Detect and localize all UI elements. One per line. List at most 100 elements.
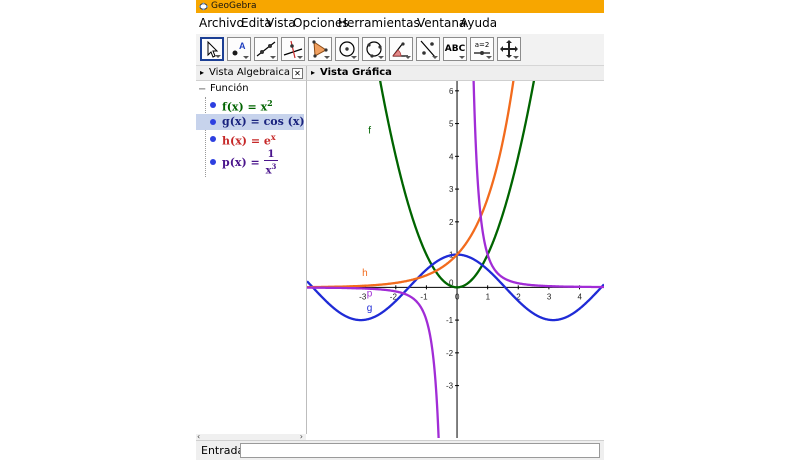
menu-ayuda[interactable]: Ayuda: [460, 16, 498, 30]
line-icon: [256, 41, 276, 57]
svg-text:A: A: [239, 41, 246, 51]
x-tick-label: 1: [486, 292, 491, 301]
text-tool-label: ABC: [444, 44, 466, 54]
algebra-horizontal-scrollbar[interactable]: ‹ ›: [196, 432, 306, 442]
x-tick-label: 2: [516, 292, 521, 301]
x-tick-label: -1: [420, 292, 428, 301]
angle-tool-button[interactable]: [389, 37, 413, 61]
circle-center-icon: [339, 41, 355, 57]
function-rhs: x: [260, 100, 268, 114]
reflect-icon: [420, 40, 436, 58]
algebra-view-title: Vista Algebraica: [209, 67, 290, 78]
menu-herramientas[interactable]: Herramientas: [338, 16, 420, 30]
circle-three-points-icon: [366, 41, 382, 58]
tree-line: [205, 97, 206, 177]
y-tick-label: 2: [449, 218, 454, 227]
series-label-h: h: [362, 268, 368, 279]
visibility-dot-icon[interactable]: [210, 159, 216, 165]
circle-three-points-tool-button[interactable]: [362, 37, 386, 61]
x-tick-label: -2: [390, 292, 398, 301]
menu-opciones[interactable]: Opciones: [293, 16, 349, 30]
arrow-cursor-icon: [207, 40, 219, 58]
algebra-view: − Función f(x) = x2 g(x) = cos (x) h(x) …: [196, 81, 307, 434]
y-tick-label: -2: [446, 349, 454, 358]
point-tool-button[interactable]: A: [227, 37, 251, 61]
visibility-dot-icon[interactable]: [210, 119, 216, 125]
list-item[interactable]: f(x) = x2: [196, 97, 304, 114]
function-name: f(x): [222, 100, 244, 114]
graphics-view-header: ▸ Vista Gráfica: [307, 66, 604, 81]
line-tool-button[interactable]: [254, 37, 278, 61]
point-icon: A: [232, 41, 246, 56]
polygon-tool-button[interactable]: [308, 37, 332, 61]
equals-sign: =: [250, 115, 260, 128]
function-rhs: cos (x): [263, 115, 305, 128]
input-bar: Entrada:: [196, 440, 604, 460]
function-name: g(x): [222, 115, 247, 128]
curve-labels: f hpg: [362, 125, 373, 314]
equals-sign: =: [247, 100, 257, 114]
collapse-arrow-icon[interactable]: ▸: [311, 68, 316, 77]
move-tool-button[interactable]: [200, 37, 224, 61]
list-item[interactable]: h(x) = ex: [196, 131, 304, 148]
list-item[interactable]: p(x) = 1 x3: [196, 149, 304, 177]
curve-p: [306, 33, 604, 460]
slider-icon: [474, 51, 490, 55]
slider-tool-button[interactable]: a=2: [470, 37, 494, 61]
polygon-icon: [312, 40, 328, 58]
fraction-numerator: 1: [264, 149, 278, 161]
move-view-tool-button[interactable]: [497, 37, 521, 61]
input-field[interactable]: [240, 443, 600, 458]
graphics-view-title: Vista Gráfica: [320, 67, 392, 78]
x-tick-label: 3: [547, 292, 552, 301]
window-title: GeoGebra: [211, 1, 257, 11]
geogebra-logo-icon: [199, 2, 208, 11]
slider-tool-label: a=2: [474, 41, 490, 49]
menu-vista[interactable]: Vista: [266, 16, 296, 30]
text-tool-button[interactable]: ABC: [443, 37, 467, 61]
input-label: Entrada:: [201, 444, 248, 457]
menu-bar: Archivo Edita Vista Opciones Herramienta…: [196, 13, 604, 33]
move-arrows-icon: [500, 40, 518, 58]
function-rhs: e: [263, 134, 271, 148]
circle-center-tool-button[interactable]: [335, 37, 359, 61]
visibility-dot-icon[interactable]: [210, 136, 216, 142]
menu-ventana[interactable]: Ventana: [417, 16, 467, 30]
y-tick-label: -3: [446, 382, 454, 391]
function-name: h(x): [222, 134, 247, 148]
fraction-denominator: x: [265, 165, 272, 177]
series-label-f: f: [368, 125, 371, 136]
angle-icon: [392, 42, 408, 57]
list-item-selected[interactable]: g(x) = cos (x): [196, 114, 305, 130]
group-collapse-icon[interactable]: −: [198, 84, 207, 95]
y-tick-label: -1: [446, 316, 454, 325]
curves: [306, 16, 604, 460]
y-tick-label: 4: [449, 152, 454, 161]
equals-sign: =: [250, 134, 261, 148]
close-icon[interactable]: ✕: [292, 68, 303, 79]
x-tick-label: 0: [455, 292, 460, 301]
menu-archivo[interactable]: Archivo: [199, 16, 244, 30]
perpendicular-line-icon: [283, 40, 303, 59]
x-tick-label: -3: [359, 292, 367, 301]
exponent: 2: [267, 98, 273, 108]
toolbar: A ABC: [196, 34, 604, 66]
collapse-arrow-icon[interactable]: ▸: [200, 68, 205, 77]
scroll-right-icon[interactable]: ›: [299, 432, 303, 441]
y-tick-label: 3: [449, 185, 454, 194]
geogebra-window: GeoGebra Archivo Edita Vista Opciones He…: [196, 0, 604, 460]
visibility-dot-icon[interactable]: [210, 102, 216, 108]
group-label: Función: [210, 83, 249, 94]
reflect-tool-button[interactable]: [416, 37, 440, 61]
exponent: x: [270, 132, 276, 142]
y-tick-label: 6: [449, 87, 454, 96]
menu-edita[interactable]: Edita: [241, 16, 272, 30]
scroll-left-icon[interactable]: ‹: [197, 432, 201, 441]
function-name: p(x): [222, 156, 247, 169]
perpendicular-tool-button[interactable]: [281, 37, 305, 61]
series-label-p: p: [367, 289, 373, 300]
curve-h: [306, 18, 523, 289]
